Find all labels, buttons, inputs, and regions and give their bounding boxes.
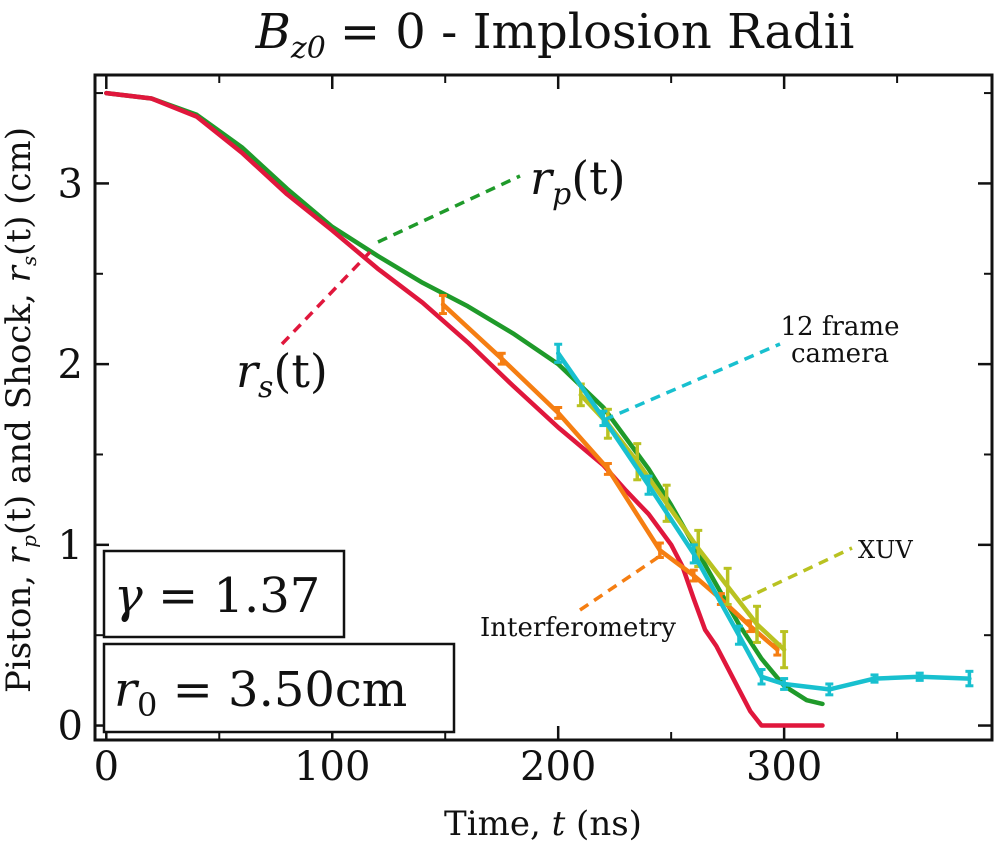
rp-leader (377, 174, 521, 244)
rp-annot-arg: (t) (571, 151, 625, 205)
r0-box (102, 642, 456, 734)
ylabel-rs-sub: s (17, 256, 41, 266)
y-tick-label: 2 (58, 342, 83, 388)
xlabel-post: (ns) (565, 804, 642, 844)
ylabel-rs: r (0, 264, 39, 282)
series-r-p-t (104, 90, 825, 707)
ylabel-b: and Shock, (0, 282, 39, 494)
series-r-s-t (104, 90, 825, 728)
ylabel-rp: r (0, 546, 39, 564)
ylabel-c: (cm) (0, 127, 39, 216)
r0-sub: 0 (137, 686, 157, 724)
y-tick-label: 0 (58, 704, 83, 750)
interf-annot: Interferometry (480, 613, 676, 643)
camera-leader (603, 342, 781, 422)
x-tick-label: 200 (520, 744, 596, 790)
series-line-r-p-t (104, 90, 825, 707)
series-line-r-s-t (104, 90, 825, 728)
gamma-symbol: γ (114, 568, 143, 624)
title-rest: = 0 - Implosion Radii (340, 4, 855, 60)
y-tick-label: 3 (58, 161, 83, 207)
series-layer (104, 90, 974, 728)
ylabel-rp-arg: (t) (0, 495, 39, 535)
camera-annot-line2: camera (791, 339, 889, 369)
ylabel-rp-sub: p (17, 535, 41, 548)
title-sub: z0 (290, 31, 326, 66)
x-tick-label: 100 (294, 744, 370, 790)
x-tick-label: 300 (746, 744, 822, 790)
title-var: B (255, 4, 291, 60)
series-interferometry (438, 293, 782, 657)
plot-frame (93, 73, 994, 742)
ylabel-rs-arg: (t) (0, 216, 39, 256)
y-axis-label: Piston, rp(t) and Shock, rs(t) (cm) (0, 127, 41, 693)
annotation-leaders (280, 174, 853, 612)
xuv-annot: XUV (858, 536, 913, 564)
r0-eq: = 3.50cm (157, 662, 407, 718)
rp-annot-r: r (530, 151, 555, 205)
x-axis-label: Time, t (ns) (444, 804, 642, 844)
gamma-eq: = 1.37 (143, 568, 321, 624)
chart-title: Bz0 = 0 - Implosion Radii (255, 4, 855, 66)
rp-annot-sub: p (552, 177, 571, 212)
rs-annot-r: r (236, 344, 261, 398)
xuv-leader (741, 546, 853, 602)
y-tick-label: 1 (58, 523, 83, 569)
x-tick-label: 0 (94, 744, 119, 790)
r0-text: r0 = 3.50cm (114, 662, 407, 724)
rs-annot-arg: (t) (273, 344, 327, 398)
ylabel-a: Piston, (0, 564, 39, 693)
gamma-box (102, 549, 346, 639)
axis-tick-labels: 0 100 200 300 0 1 2 3 (58, 161, 823, 790)
camera-annot-line1: 12 frame (781, 312, 900, 342)
rs-leader (280, 250, 372, 346)
interf-leader (579, 554, 661, 612)
rs-annot-sub: s (258, 370, 273, 405)
gamma-text: γ = 1.37 (114, 568, 320, 624)
rp-annot: rp(t) (530, 151, 626, 212)
r0-symbol: r (114, 662, 140, 718)
xlabel-var: t (552, 804, 566, 844)
xlabel-pre: Time, (444, 804, 552, 844)
rs-annot: rs(t) (236, 344, 328, 405)
axis-ticks (95, 75, 992, 740)
series-12-frame-camera (554, 342, 974, 697)
